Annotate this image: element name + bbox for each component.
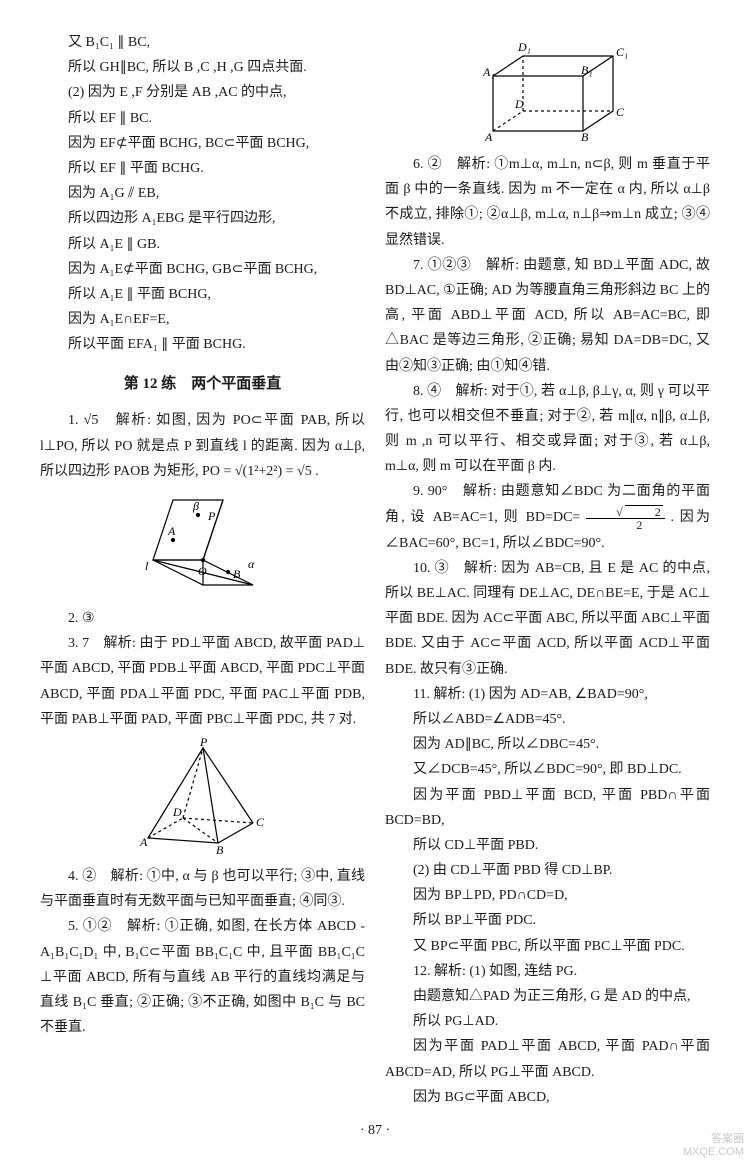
svg-text:B: B bbox=[581, 130, 589, 144]
solution-8: 8. ④ 解析: 对于①, 若 α⊥β, β⊥γ, α, 则 γ 可以平行, 也… bbox=[385, 379, 710, 480]
left-column: 又 B₁C₁ ∥ BC, 所以 GH∥BC, 所以 B ,C ,H ,G 四点共… bbox=[40, 30, 365, 1110]
svg-text:B: B bbox=[233, 567, 241, 581]
text-line: 所以 A₁E ∥ GB. bbox=[40, 232, 365, 257]
solution-11-line: 所以 CD⊥平面 PBD. bbox=[385, 833, 710, 858]
svg-text:A: A bbox=[167, 524, 176, 538]
text-line: 所以 EF ∥ BC. bbox=[40, 106, 365, 131]
solution-11-line: 因为 BP⊥PD, PD∩CD=D, bbox=[385, 883, 710, 908]
solution-12-line: 由题意知△PAD 为正三角形, G 是 AD 的中点, bbox=[385, 984, 710, 1009]
watermark-text-1: 答案圈 bbox=[683, 1133, 744, 1146]
text-line: 因为 A₁E⊄平面 BCHG, GB⊂平面 BCHG, bbox=[40, 257, 365, 282]
solution-11-line: 又 BP⊂平面 PBC, 所以平面 PBC⊥平面 PDC. bbox=[385, 934, 710, 959]
svg-text:l: l bbox=[145, 559, 149, 573]
figure-cuboid: A B C D A₁ B₁ C₁ D₁ bbox=[385, 36, 710, 146]
solution-11-line: 所以∠ABD=∠ADB=45°. bbox=[385, 707, 710, 732]
solution-11-line: (2) 由 CD⊥平面 PBD 得 CD⊥BP. bbox=[385, 858, 710, 883]
svg-text:A: A bbox=[139, 835, 148, 849]
svg-text:α: α bbox=[248, 557, 255, 571]
figure-dihedral: A β P l O B α bbox=[40, 490, 365, 600]
svg-text:P: P bbox=[207, 509, 216, 523]
solution-4: 4. ② 解析: ①中, α 与 β 也可以平行; ③中, 直线与平面垂直时有无… bbox=[40, 864, 365, 914]
solution-11-line: 又∠DCB=45°, 所以∠BDC=90°, 即 BD⊥DC. bbox=[385, 757, 710, 782]
solution-1: 1. √5 解析: 如图, 因为 PO⊂平面 PAB, 所以 l⊥PO, 所以 … bbox=[40, 408, 365, 484]
text-line: 所以四边形 A₁EBG 是平行四边形, bbox=[40, 206, 365, 231]
page-number: · 87 · bbox=[40, 1118, 710, 1143]
text-line: 因为 A₁E∩EF=E, bbox=[40, 307, 365, 332]
solution-9: 9. 90° 解析: 由题意知∠BDC 为二面角的平面角, 设 AB=AC=1,… bbox=[385, 479, 710, 555]
fraction-sqrt2-2: √22 bbox=[586, 505, 665, 531]
svg-text:C: C bbox=[256, 815, 265, 829]
svg-text:D: D bbox=[172, 805, 182, 819]
svg-text:A₁: A₁ bbox=[482, 65, 495, 79]
text-line: 所以 GH∥BC, 所以 B ,C ,H ,G 四点共面. bbox=[40, 55, 365, 80]
text-line: 所以平面 EFA₁ ∥ 平面 BCHG. bbox=[40, 332, 365, 357]
solution-2: 2. ③ bbox=[40, 606, 365, 631]
svg-text:P: P bbox=[199, 738, 208, 749]
solution-12-line: 12. 解析: (1) 如图, 连结 PG. bbox=[385, 959, 710, 984]
solution-11-line: 所以 BP⊥平面 PDC. bbox=[385, 908, 710, 933]
text-line: (2) 因为 E ,F 分别是 AB ,AC 的中点, bbox=[40, 80, 365, 105]
solution-12-line: 因为平面 PAD⊥平面 ABCD, 平面 PAD∩平面 ABCD=AD, 所以 … bbox=[385, 1034, 710, 1084]
solution-11-line: 因为平面 PBD⊥平面 BCD, 平面 PBD∩平面 BCD=BD, bbox=[385, 783, 710, 833]
svg-text:C: C bbox=[616, 105, 625, 119]
page: 又 B₁C₁ ∥ BC, 所以 GH∥BC, 所以 B ,C ,H ,G 四点共… bbox=[0, 0, 750, 1163]
svg-text:B: B bbox=[216, 843, 224, 857]
two-column-layout: 又 B₁C₁ ∥ BC, 所以 GH∥BC, 所以 B ,C ,H ,G 四点共… bbox=[40, 30, 710, 1110]
solution-12-line: 所以 PG⊥AD. bbox=[385, 1009, 710, 1034]
svg-text:β: β bbox=[192, 499, 199, 513]
solution-6: 6. ② 解析: ①m⊥α, m⊥n, n⊂β, 则 m 垂直于平面 β 中的一… bbox=[385, 152, 710, 253]
svg-text:O: O bbox=[198, 564, 207, 578]
watermark-text-2: MXQE.COM bbox=[683, 1146, 744, 1159]
text-line: 又 B₁C₁ ∥ BC, bbox=[40, 30, 365, 55]
text-line: 所以 EF ∥ 平面 BCHG. bbox=[40, 156, 365, 181]
solution-10: 10. ③ 解析: 因为 AB=CB, 且 E 是 AC 的中点, 所以 BE⊥… bbox=[385, 556, 710, 682]
watermark: 答案圈 MXQE.COM bbox=[683, 1133, 744, 1159]
svg-text:D: D bbox=[514, 97, 524, 111]
figure-pyramid: P A B C D bbox=[40, 738, 365, 858]
solution-7: 7. ①②③ 解析: 由题意, 知 BD⊥平面 ADC, 故 BD⊥AC, ①正… bbox=[385, 253, 710, 379]
solution-11-line: 因为 AD∥BC, 所以∠DBC=45°. bbox=[385, 732, 710, 757]
text-line: 因为 A₁G ⫽ EB, bbox=[40, 181, 365, 206]
right-column: A B C D A₁ B₁ C₁ D₁ 6. ② 解析: ①m⊥α, m⊥n, … bbox=[385, 30, 710, 1110]
svg-text:A: A bbox=[484, 130, 493, 144]
text-line: 所以 A₁E ∥ 平面 BCHG, bbox=[40, 282, 365, 307]
section-title-12: 第 12 练 两个平面垂直 bbox=[40, 371, 365, 398]
text-line: 因为 EF⊄平面 BCHG, BC⊂平面 BCHG, bbox=[40, 131, 365, 156]
svg-text:C₁: C₁ bbox=[616, 45, 628, 59]
solution-3: 3. 7 解析: 由于 PD⊥平面 ABCD, 故平面 PAD⊥平面 ABCD,… bbox=[40, 631, 365, 732]
svg-text:B₁: B₁ bbox=[581, 63, 593, 77]
solution-11-line: 11. 解析: (1) 因为 AD=AB, ∠BAD=90°, bbox=[385, 682, 710, 707]
solution-5: 5. ①② 解析: ①正确, 如图, 在长方体 ABCD - A₁B₁C₁D₁ … bbox=[40, 914, 365, 1040]
solution-12-line: 因为 BG⊂平面 ABCD, bbox=[385, 1085, 710, 1110]
svg-text:D₁: D₁ bbox=[517, 40, 531, 54]
